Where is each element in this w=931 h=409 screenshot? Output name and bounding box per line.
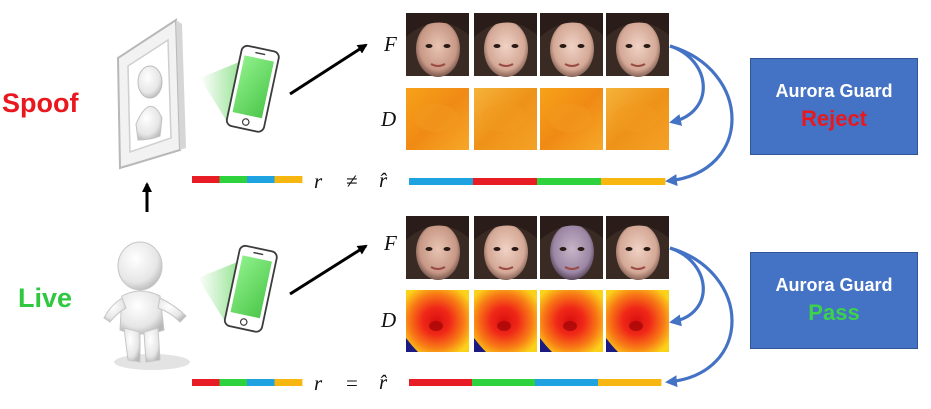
live-capture-arrow xyxy=(289,244,368,296)
spoof-phone-with-green-screen-icon xyxy=(200,44,280,133)
spoof-rhat-bar-segment xyxy=(409,178,474,185)
spoof-r-bar-segment xyxy=(192,176,220,183)
live-sequence-arrow xyxy=(665,246,734,388)
live-rhat-bar-segment xyxy=(472,379,536,386)
live-rhat-bar-segment xyxy=(535,379,599,386)
live-depth-arrow xyxy=(669,246,705,327)
live-rhat-bar-segment xyxy=(598,379,662,386)
live-r-bar-segment xyxy=(219,379,248,386)
live-r-symbol: r xyxy=(314,371,323,395)
live-rhat-bar-segment xyxy=(409,379,473,386)
live-phone-with-green-screen-icon xyxy=(198,244,278,333)
live-relation: = xyxy=(346,371,358,395)
aurora-guard-pass-box: Aurora Guard Pass xyxy=(750,252,918,349)
3d-person-icon xyxy=(103,241,190,370)
spoof-r-bar-segment xyxy=(247,176,275,183)
spoof-r-bar-segment xyxy=(274,176,303,183)
live-face-depth-map-icon xyxy=(474,290,537,352)
spoof-rhat-bar-segment xyxy=(601,178,666,185)
spoof-label: Spoof xyxy=(2,88,79,118)
spoof-flat-depth-map-icon xyxy=(406,88,469,150)
live-r-bar-segment xyxy=(274,379,303,386)
spoof-rhat-bar-segment xyxy=(473,178,538,185)
spoof-r-bar-segment xyxy=(219,176,248,183)
live-face-photo-icon xyxy=(540,216,603,280)
guard-title: Aurora Guard xyxy=(775,81,893,101)
spoof-f-symbol: F xyxy=(384,32,397,56)
spoof-relation: ≠ xyxy=(346,169,358,193)
guard-title: Aurora Guard xyxy=(775,275,893,295)
spoof-flat-depth-map-icon xyxy=(540,88,603,150)
spoof-face-photo-icon xyxy=(540,13,603,77)
live-face-photo-icon xyxy=(606,216,669,280)
live-face-photo-icon xyxy=(474,216,537,280)
spoof-capture-arrow xyxy=(289,43,368,96)
spoof-sequence-arrow xyxy=(665,44,734,187)
guard-result-reject: Reject xyxy=(800,106,868,131)
live-r-bar-segment xyxy=(192,379,220,386)
spoof-face-photo-icon xyxy=(406,13,469,77)
live-face-depth-map-icon xyxy=(540,290,603,352)
live-face-depth-map-icon xyxy=(606,290,669,352)
live-d-symbol: D xyxy=(381,308,397,332)
spoof-rhat-bar-segment xyxy=(537,178,602,185)
live-rhat-symbol: r̂ xyxy=(379,370,388,394)
spoof-flat-depth-map-icon xyxy=(474,88,537,150)
live-r-bar-segment xyxy=(247,379,275,386)
live-face-photo-icon xyxy=(406,216,469,280)
spoof-flat-depth-map-icon xyxy=(606,88,669,150)
spoof-d-symbol: D xyxy=(381,107,397,131)
live-label: Live xyxy=(18,283,73,313)
spoof-face-photo-icon xyxy=(474,13,537,77)
spoof-face-photo-icon xyxy=(606,13,669,77)
spoof-r-symbol: r xyxy=(314,169,323,193)
live-f-symbol: F xyxy=(384,231,397,255)
guard-result-pass: Pass xyxy=(808,300,860,325)
spoof-rhat-symbol: r̂ xyxy=(379,168,388,192)
live-face-depth-map-icon xyxy=(406,290,469,352)
framed-figure-icon xyxy=(116,18,186,170)
aurora-guard-reject-box: Aurora Guard Reject xyxy=(750,58,918,155)
